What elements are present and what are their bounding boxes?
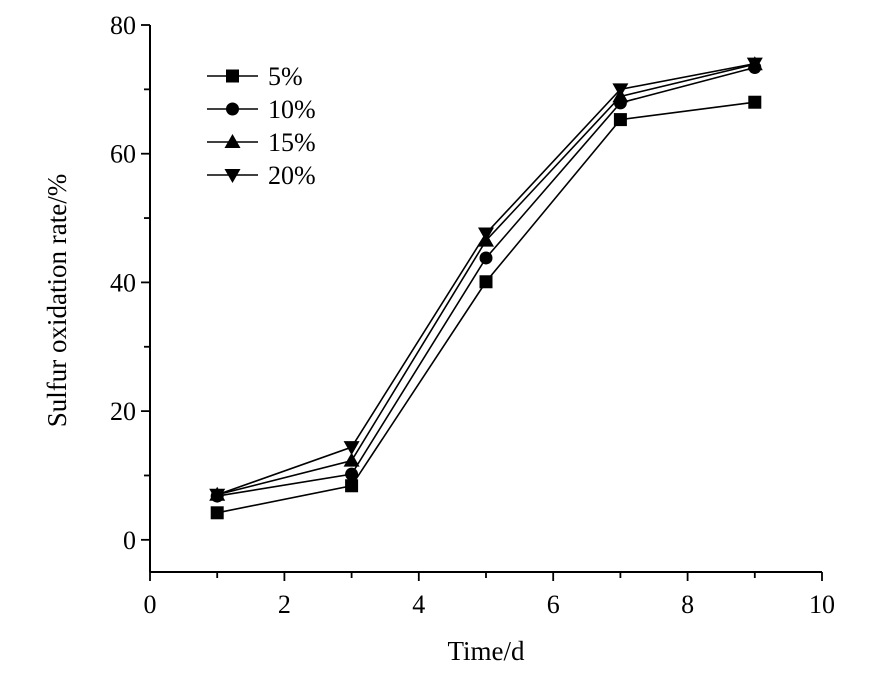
y-tick-label: 40 — [110, 268, 136, 297]
data-point — [478, 227, 494, 242]
x-tick-label: 0 — [144, 590, 157, 619]
x-tick-label: 8 — [681, 590, 694, 619]
y-axis-label: Sulfur oxidation rate/% — [42, 174, 72, 427]
legend-label: 10% — [268, 95, 316, 124]
x-tick-label: 6 — [547, 590, 560, 619]
series-markers — [209, 56, 763, 520]
data-point — [479, 275, 493, 289]
x-axis-label: Time/d — [447, 636, 525, 666]
data-point — [746, 57, 763, 72]
legend-marker — [224, 169, 241, 183]
legend-label: 20% — [268, 161, 316, 190]
data-point — [209, 488, 226, 503]
x-tick-label: 4 — [412, 590, 425, 619]
legend-marker — [226, 69, 239, 83]
data-point — [345, 467, 359, 481]
data-point — [343, 452, 360, 467]
y-tick-label: 20 — [110, 397, 136, 426]
axes: 0 2 4 6 8 10 0 20 40 60 80 — [110, 11, 835, 619]
data-point — [613, 113, 627, 127]
legend-marker — [226, 102, 239, 116]
y-tick-label: 0 — [123, 526, 136, 555]
data-point — [210, 506, 224, 520]
legend: 5% 10% 15% 20% — [207, 62, 316, 190]
y-tick-label: 60 — [110, 140, 136, 169]
data-point — [345, 479, 359, 493]
data-point — [479, 251, 493, 265]
data-point — [612, 83, 629, 98]
x-tick-label: 2 — [278, 590, 291, 619]
y-tick-label: 80 — [110, 11, 136, 40]
legend-marker — [224, 134, 241, 148]
legend-label: 15% — [268, 128, 316, 157]
x-tick-label: 10 — [809, 590, 835, 619]
data-point — [343, 441, 360, 456]
legend-label: 5% — [268, 62, 303, 91]
data-point — [748, 95, 762, 109]
